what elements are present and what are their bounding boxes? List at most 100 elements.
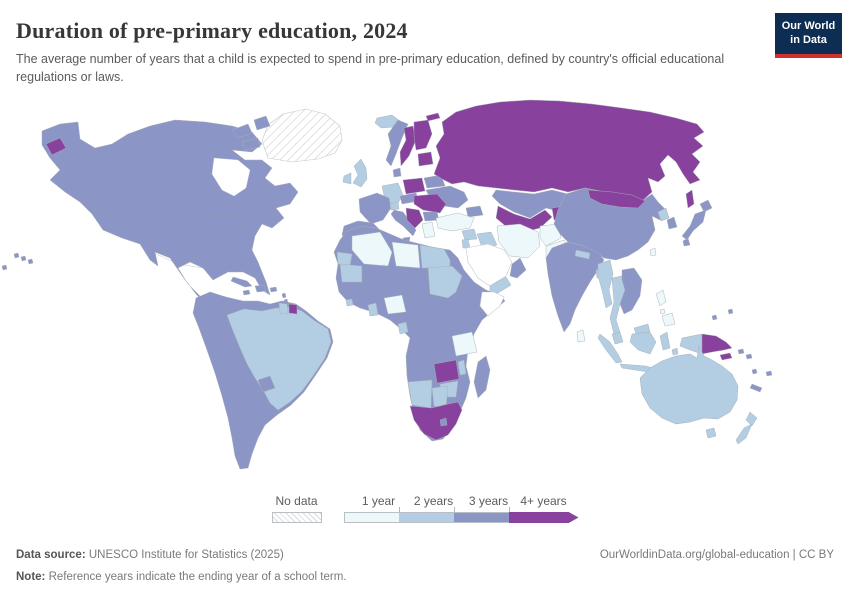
region-jordan-israel[interactable] — [461, 238, 471, 249]
region-uk[interactable] — [352, 158, 368, 188]
legend-no-data[interactable]: No data — [271, 494, 322, 523]
region-papua-new-guinea[interactable] — [701, 333, 733, 361]
legend-seg-3yr[interactable] — [453, 512, 509, 523]
region-greece[interactable] — [421, 221, 436, 239]
legend-no-data-swatch[interactable] — [271, 512, 322, 523]
region-myanmar[interactable] — [597, 259, 614, 309]
owid-logo-line2: in Data — [790, 33, 827, 46]
legend-tick — [398, 507, 400, 512]
owid-logo-line1: Our World — [781, 20, 836, 32]
region-western-sahara[interactable] — [336, 251, 353, 267]
legend-seg-1yr[interactable] — [343, 512, 399, 523]
legend-label-1yr: 1 year — [361, 494, 396, 508]
region-taiwan[interactable] — [649, 247, 657, 257]
region-malawi[interactable] — [457, 359, 467, 376]
region-arctic-islands[interactable] — [231, 115, 271, 151]
region-baltics[interactable] — [417, 151, 434, 167]
region-libya[interactable] — [391, 241, 421, 269]
region-switzerland[interactable] — [389, 201, 400, 211]
legend-scale: 1 year 2 years 3 years 4+ years — [343, 494, 579, 523]
region-belarus[interactable] — [423, 174, 446, 189]
region-balkans[interactable] — [405, 207, 424, 229]
region-turkey[interactable] — [435, 212, 475, 232]
region-oman[interactable] — [509, 257, 527, 279]
data-source-text: UNESCO Institute for Statistics (2025) — [85, 549, 284, 561]
region-finland[interactable] — [413, 119, 433, 151]
owid-logo[interactable]: Our World in Data — [775, 13, 842, 58]
region-namibia[interactable] — [407, 379, 433, 409]
legend-tick — [453, 507, 455, 512]
region-south-africa[interactable] — [409, 401, 463, 441]
region-saudi-arabia[interactable] — [465, 243, 513, 287]
page-title: Duration of pre-primary education, 2024 — [16, 18, 408, 43]
region-africa[interactable] — [333, 225, 506, 442]
region-somalia[interactable] — [479, 291, 505, 317]
region-zambia[interactable] — [433, 359, 460, 384]
chart-subtitle: The average number of years that a child… — [16, 52, 725, 85]
region-caucasus[interactable] — [465, 205, 484, 218]
region-madagascar[interactable] — [473, 355, 491, 399]
region-sakhalin[interactable] — [685, 189, 695, 209]
region-mongolia[interactable] — [587, 189, 646, 209]
legend-seg-4yr[interactable] — [508, 512, 579, 523]
region-pacific-islands[interactable] — [711, 308, 773, 393]
region-sweden[interactable] — [399, 125, 417, 167]
region-australia[interactable] — [639, 345, 739, 439]
legend-label-2yr: 2 years — [413, 494, 454, 508]
chart-header: Duration of pre-primary education, 2024 … — [0, 0, 850, 86]
region-lesotho[interactable] — [439, 417, 448, 427]
note-label: Note: — [16, 570, 46, 583]
note-text: Reference years indicate the ending year… — [45, 570, 347, 583]
region-svalbard[interactable] — [425, 112, 441, 122]
region-guyana[interactable] — [278, 302, 289, 315]
chart-footer: Data source: UNESCO Institute for Statis… — [16, 545, 834, 589]
africa-borders — [361, 264, 453, 343]
region-chukotka-wrap[interactable] — [45, 137, 67, 156]
legend-no-data-label: No data — [275, 494, 318, 508]
region-tanzania[interactable] — [451, 331, 478, 357]
region-paraguay[interactable] — [257, 375, 276, 393]
region-hungary-romania[interactable] — [413, 193, 447, 214]
region-nepal[interactable] — [574, 249, 591, 260]
region-north-korea[interactable] — [657, 207, 670, 222]
region-philippines[interactable] — [655, 289, 676, 327]
region-ireland[interactable] — [342, 172, 352, 185]
region-japan[interactable] — [681, 199, 713, 247]
legend-tick — [508, 507, 510, 512]
region-hawaii[interactable] — [1, 252, 34, 271]
region-hispaniola[interactable] — [242, 284, 278, 296]
region-gabon[interactable] — [397, 321, 409, 335]
legend-scale-labels: 1 year 2 years 3 years 4+ years — [351, 494, 571, 512]
us-mexico-border — [151, 251, 204, 269]
note-line: Note: Reference years indicate the endin… — [16, 567, 834, 589]
legend-label-3yr: 3 years — [468, 494, 509, 508]
region-egypt[interactable] — [419, 244, 451, 269]
region-norway[interactable] — [385, 119, 409, 167]
region-indochina[interactable] — [619, 267, 643, 315]
region-cuba[interactable] — [230, 276, 253, 288]
region-sri-lanka[interactable] — [576, 329, 586, 343]
region-france[interactable] — [358, 192, 392, 225]
region-denmark[interactable] — [392, 167, 402, 178]
legend-seg-2yr[interactable] — [398, 512, 454, 523]
region-sudan[interactable] — [427, 265, 463, 299]
region-algeria[interactable] — [351, 231, 393, 267]
region-iran[interactable] — [496, 223, 541, 259]
hudson-bay — [211, 157, 251, 197]
region-russia[interactable] — [433, 99, 705, 202]
region-ghana[interactable] — [367, 302, 379, 317]
region-yemen[interactable] — [489, 276, 512, 294]
map-legend: No data 1 year 2 years 3 years 4+ years — [0, 494, 850, 523]
owid-link[interactable]: OurWorldinData.org/global-education | CC… — [599, 549, 834, 561]
region-nigeria[interactable] — [383, 294, 407, 315]
region-south-korea[interactable] — [666, 216, 678, 230]
region-mauritania[interactable] — [339, 263, 363, 283]
region-poland[interactable] — [402, 177, 426, 195]
region-syria[interactable] — [461, 228, 478, 241]
region-new-zealand[interactable] — [735, 411, 758, 445]
legend-label-4yr: 4+ years — [520, 494, 567, 508]
sa-borders — [198, 296, 245, 419]
region-sierra-leone[interactable] — [345, 298, 354, 307]
region-greenland[interactable] — [261, 108, 343, 163]
region-suriname[interactable] — [288, 303, 298, 315]
